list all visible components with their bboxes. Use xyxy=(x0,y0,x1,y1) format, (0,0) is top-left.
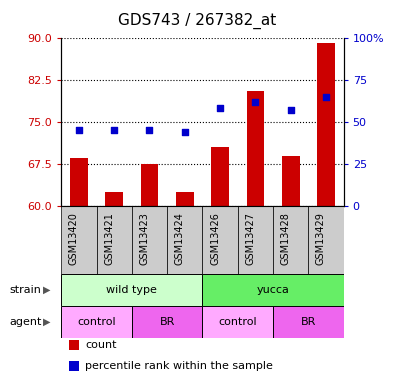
Text: ▶: ▶ xyxy=(43,285,51,295)
Text: BR: BR xyxy=(160,316,175,327)
Text: strain: strain xyxy=(10,285,42,295)
Point xyxy=(217,105,223,111)
Text: GDS743 / 267382_at: GDS743 / 267382_at xyxy=(118,13,276,29)
Bar xyxy=(132,306,202,338)
Bar xyxy=(238,206,273,274)
Text: GSM13426: GSM13426 xyxy=(210,211,220,264)
Text: GSM13424: GSM13424 xyxy=(175,211,185,264)
Text: GSM13427: GSM13427 xyxy=(245,211,256,265)
Bar xyxy=(61,274,202,306)
Bar xyxy=(246,91,264,206)
Text: control: control xyxy=(218,316,257,327)
Text: BR: BR xyxy=(301,316,316,327)
Text: agent: agent xyxy=(10,316,42,327)
Bar xyxy=(167,206,202,274)
Text: control: control xyxy=(77,316,116,327)
Text: ▶: ▶ xyxy=(43,316,51,327)
Text: GSM13428: GSM13428 xyxy=(281,211,291,264)
Bar xyxy=(211,147,229,206)
Bar xyxy=(317,43,335,206)
Bar xyxy=(61,206,96,274)
Bar xyxy=(61,306,132,338)
Text: wild type: wild type xyxy=(106,285,157,295)
Bar xyxy=(70,158,88,206)
Point xyxy=(182,129,188,135)
Bar xyxy=(141,164,158,206)
Text: percentile rank within the sample: percentile rank within the sample xyxy=(85,361,273,371)
Bar xyxy=(69,340,79,350)
Text: GSM13420: GSM13420 xyxy=(69,211,79,264)
Bar xyxy=(96,206,132,274)
Point xyxy=(111,128,117,134)
Text: GSM13421: GSM13421 xyxy=(104,211,114,264)
Point xyxy=(288,107,294,113)
Point xyxy=(76,128,82,134)
Point xyxy=(252,99,259,105)
Text: yucca: yucca xyxy=(257,285,290,295)
Bar xyxy=(202,306,273,338)
Bar xyxy=(202,206,238,274)
Bar xyxy=(176,192,194,206)
Bar xyxy=(273,206,308,274)
Bar xyxy=(273,306,344,338)
Text: GSM13429: GSM13429 xyxy=(316,211,326,264)
Bar xyxy=(308,206,344,274)
Text: count: count xyxy=(85,340,117,350)
Bar xyxy=(105,192,123,206)
Point xyxy=(146,128,152,134)
Bar xyxy=(202,274,344,306)
Point xyxy=(323,94,329,100)
Text: GSM13423: GSM13423 xyxy=(139,211,149,264)
Bar xyxy=(282,156,299,206)
Bar xyxy=(69,362,79,371)
Bar xyxy=(132,206,167,274)
